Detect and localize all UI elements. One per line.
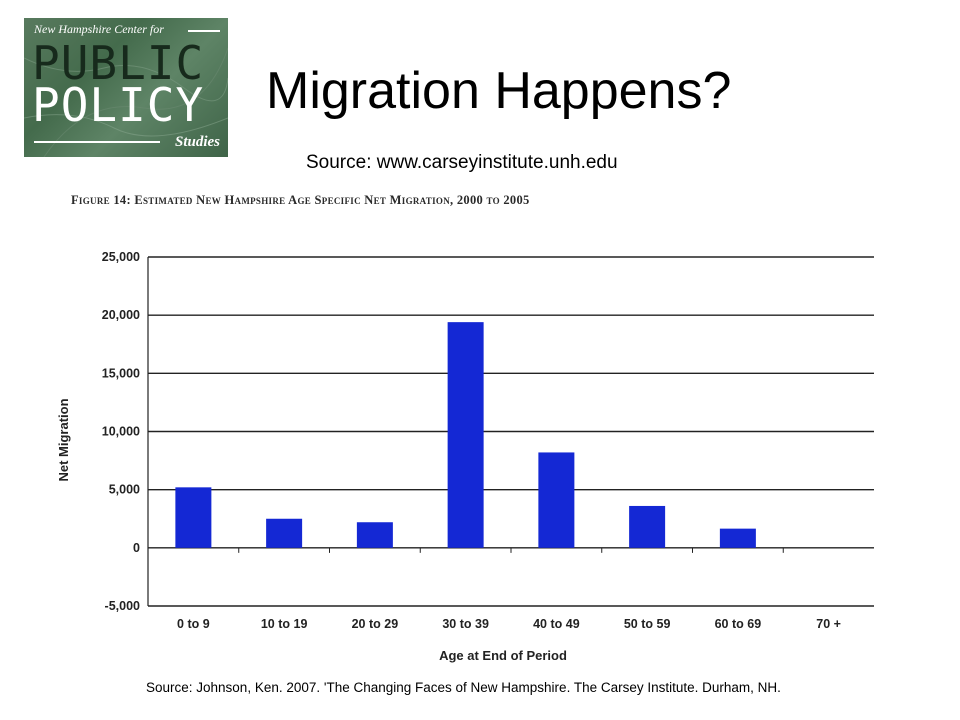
bar	[629, 505, 666, 548]
y-tick-label: 15,000	[102, 366, 140, 380]
logo-public-text: PUBLIC	[32, 36, 205, 90]
y-tick-label: 25,000	[102, 250, 140, 264]
logo-policy-text: POLICY	[32, 78, 205, 132]
y-tick-label: -5,000	[105, 599, 140, 613]
slide-title: Migration Happens?	[266, 62, 732, 120]
logo-bottom-rule	[34, 141, 160, 143]
logo-top-text: New Hampshire Center for	[34, 22, 164, 36]
bar	[719, 528, 756, 548]
marble-texture	[24, 47, 228, 157]
x-tick-label: 70 +	[816, 617, 841, 631]
x-tick-label: 30 to 39	[442, 617, 489, 631]
x-tick-label: 60 to 69	[715, 617, 762, 631]
x-tick-label: 0 to 9	[177, 617, 210, 631]
bar	[266, 518, 303, 548]
footnote: Source: Johnson, Ken. 2007. 'The Changin…	[146, 680, 781, 695]
y-tick-label: 20,000	[102, 308, 140, 322]
bar	[538, 452, 575, 548]
y-axis-label: Net Migration	[56, 398, 71, 481]
y-tick-label: 0	[133, 541, 140, 555]
logo-top-rule	[188, 30, 220, 32]
x-axis-label: Age at End of Period	[439, 648, 567, 663]
chart-title: Figure 14: Estimated New Hampshire Age S…	[71, 193, 530, 207]
bar	[175, 487, 212, 548]
x-tick-label: 50 to 59	[624, 617, 671, 631]
x-tick-label: 10 to 19	[261, 617, 308, 631]
logo-studies-text: Studies	[174, 134, 220, 150]
x-tick-label: 20 to 29	[352, 617, 399, 631]
y-tick-label: 5,000	[109, 483, 140, 497]
x-tick-label: 40 to 49	[533, 617, 580, 631]
bar	[356, 522, 393, 548]
public-policy-logo: New Hampshire Center for PUBLIC POLICY S…	[24, 18, 228, 157]
source-url: Source: www.carseyinstitute.unh.edu	[306, 152, 618, 173]
bar	[447, 322, 484, 548]
y-tick-label: 10,000	[102, 425, 140, 439]
